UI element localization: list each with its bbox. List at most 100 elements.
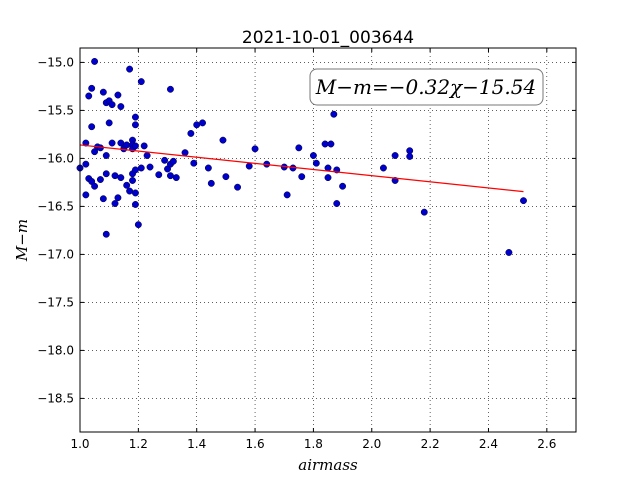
data-point [123, 141, 131, 149]
data-point [102, 230, 110, 238]
data-point [82, 160, 90, 168]
plot-frame [79, 47, 577, 433]
data-point [333, 200, 341, 207]
data-point [204, 164, 212, 172]
data-point [99, 195, 107, 203]
data-point [187, 129, 195, 137]
data-point [131, 121, 139, 129]
data-point [324, 174, 332, 182]
data-point [131, 166, 139, 174]
y-tick-label: −15.0 [37, 55, 74, 69]
x-tick-label: 1.6 [246, 437, 265, 451]
data-point [166, 85, 174, 93]
data-point [114, 91, 122, 99]
data-point [520, 197, 527, 205]
data-point [312, 159, 320, 167]
data-point [161, 156, 169, 164]
data-point [327, 140, 335, 148]
data-point [131, 142, 139, 150]
data-point [137, 164, 145, 172]
data-point [283, 191, 291, 199]
data-point [140, 142, 148, 150]
data-point [96, 176, 104, 183]
fit-equation: M−m=−0.32χ−15.54 [315, 75, 536, 99]
data-point [126, 65, 134, 73]
data-point [131, 113, 139, 121]
fit-line [79, 144, 524, 193]
data-point [406, 147, 414, 155]
data-point [91, 182, 99, 190]
x-tick-label: 2.2 [421, 437, 440, 451]
x-tick-label: 1.4 [187, 437, 206, 451]
data-point [131, 189, 139, 197]
data-points [76, 57, 527, 256]
data-point [207, 179, 215, 187]
x-tick-label: 1.2 [129, 437, 148, 451]
grid [79, 48, 576, 432]
data-point [111, 200, 119, 207]
data-point [505, 249, 513, 256]
y-tick-label: −18.5 [37, 391, 74, 405]
y-tick-label: −18.0 [37, 343, 74, 357]
data-point [234, 183, 242, 191]
data-point [134, 221, 142, 229]
data-point [123, 181, 131, 189]
data-point [339, 182, 347, 190]
data-point [245, 162, 253, 170]
y-tick-label: −16.0 [37, 151, 74, 165]
y-tick-label: −16.5 [37, 199, 74, 213]
data-point [391, 152, 399, 159]
x-tick-label: 1.0 [70, 437, 89, 451]
data-point [137, 78, 145, 86]
axis-ticks: 1.0 1.2 1.4 1.6 1.8 2.0 2.2 2.4 2.6 −15.0 −15.5 −16… [37, 48, 576, 451]
x-tick-label: 1.8 [304, 437, 323, 451]
data-point [117, 103, 125, 111]
data-point [102, 152, 110, 159]
data-point [85, 92, 93, 100]
data-point [420, 208, 428, 216]
chart-title: 2021-10-01_003644 [242, 28, 414, 48]
x-tick-label: 2.4 [479, 437, 498, 451]
data-point [379, 164, 387, 172]
data-point [169, 157, 177, 165]
y-tick-label: −17.0 [37, 247, 74, 261]
data-point [131, 201, 139, 208]
y-tick-label: −17.5 [37, 295, 74, 309]
x-axis-label: airmass [298, 456, 358, 474]
data-point [82, 191, 90, 199]
data-point [222, 173, 230, 181]
equation-box [309, 68, 544, 106]
data-point [321, 140, 329, 148]
data-point [108, 139, 116, 147]
data-point [111, 172, 119, 180]
y-tick-label: −15.5 [37, 103, 74, 117]
data-point [102, 170, 110, 178]
data-point [309, 152, 317, 159]
data-point [155, 171, 163, 179]
data-point [117, 174, 125, 182]
data-point [143, 152, 151, 159]
data-point [129, 177, 136, 184]
data-point [114, 194, 122, 202]
data-point [108, 101, 116, 109]
data-point [295, 144, 303, 152]
data-point [199, 119, 206, 127]
data-point [99, 88, 107, 96]
data-point [219, 136, 227, 144]
data-point [88, 123, 96, 131]
data-point [406, 153, 414, 160]
y-axis-label: M−m [13, 219, 31, 262]
data-point [88, 84, 96, 92]
data-point [117, 139, 125, 147]
x-tick-label: 2.6 [537, 437, 556, 451]
fit-line-group [79, 144, 524, 193]
data-point [166, 172, 174, 180]
data-point [251, 145, 259, 153]
data-point [126, 187, 134, 195]
data-point [193, 121, 201, 129]
x-tick-label: 2.0 [362, 437, 381, 451]
data-point [298, 173, 306, 181]
data-point [146, 163, 154, 171]
data-point [172, 174, 180, 182]
